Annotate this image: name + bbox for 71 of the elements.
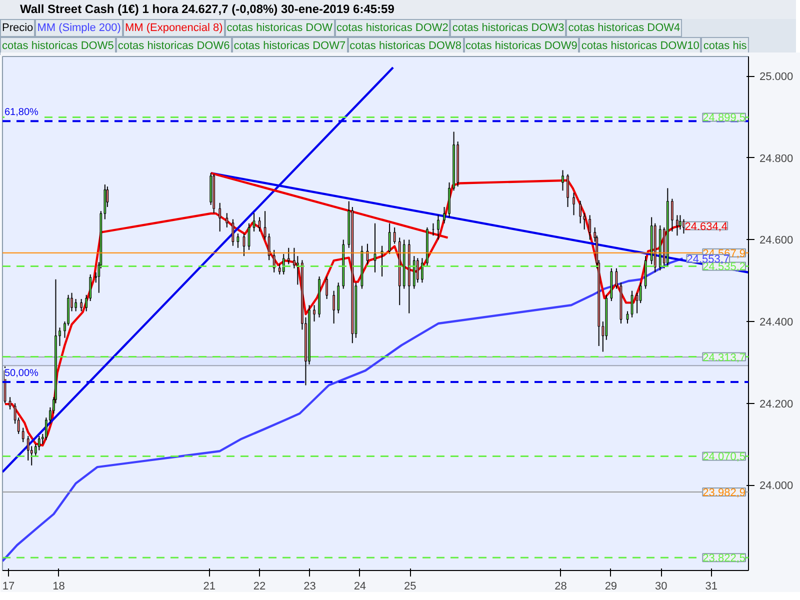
x-tick-label: 17 (2, 580, 15, 592)
candlestick (671, 198, 674, 232)
text: cotas historicas DOW9 (464, 37, 580, 56)
text: MM (Simple 200) (35, 19, 123, 38)
candlestick (332, 290, 335, 324)
candlestick (572, 192, 575, 216)
y-tick-label: 24.800 (760, 152, 794, 165)
x-tick-label: 18 (52, 580, 65, 592)
x-tick-label: 22 (253, 580, 266, 592)
y-tick-label: 24.600 (760, 234, 794, 247)
text: cotas historicas DOW6 (116, 37, 232, 56)
text: MM (Exponencial 8) (122, 19, 225, 38)
x-tick-label: 21 (203, 580, 216, 592)
candlestick (38, 435, 40, 451)
candlestick (676, 214, 678, 236)
candlestick (268, 233, 270, 261)
y-tick-label: 24.400 (760, 316, 794, 328)
candlestick (416, 258, 419, 284)
candlestick (388, 222, 391, 255)
candlestick (615, 268, 618, 290)
candlestick (313, 304, 316, 322)
x-tick-label: 28 (554, 580, 567, 592)
candlestick (74, 298, 77, 312)
candlestick (562, 170, 564, 192)
candlestick (296, 256, 299, 286)
candlestick (226, 212, 228, 228)
candlestick (679, 214, 682, 230)
candlestick (287, 247, 290, 265)
text: cotas historicas DOW4 (566, 19, 682, 38)
annotation: 24.634,4 (684, 220, 728, 233)
y-tick-label: 24.200 (760, 398, 794, 410)
x-tick-label: 25 (404, 580, 416, 592)
line-series (2, 257, 684, 562)
candlestick (437, 214, 440, 240)
text: cotas historicas DOW5 (0, 37, 116, 56)
candlestick (443, 206, 446, 224)
candlestick (393, 226, 396, 244)
text: cotas historicas DOW2 (334, 19, 450, 38)
candlestick (26, 435, 30, 462)
candlestick (421, 258, 424, 284)
x-tick-label: 29 (604, 580, 618, 592)
text: cotas historicas DOW3 (450, 19, 566, 38)
text: cotas historicas DOW7 (232, 37, 348, 56)
x-tick-label: 24 (354, 580, 366, 592)
candlestick (588, 214, 592, 240)
x-tick-label: 31 (705, 580, 718, 592)
x-tick-label: 23 (304, 580, 316, 592)
candlestick (639, 282, 642, 304)
candlestick (579, 200, 582, 224)
ref-line-label: 23.982,9 (702, 487, 746, 500)
candlestick (374, 222, 376, 273)
y-tick-label: 24.000 (760, 480, 794, 492)
candlestick (326, 276, 328, 300)
text: cotas historicas DOW (224, 19, 335, 38)
chart-title: Wall Street Cash (1€) 1 hora 24.627,7 (-0,08%) 30-ene-2019 6:45:59 (0, 0, 796, 20)
annotation: 61,80% (4, 107, 39, 118)
text: cotas his (701, 37, 749, 56)
text: cotas historicas DOW8 (348, 37, 464, 56)
candlestick (22, 427, 24, 443)
candlestick (566, 174, 569, 208)
candlestick (80, 298, 82, 312)
candlestick (282, 254, 285, 275)
text: Precio (0, 19, 36, 38)
y-tick-label: 25.000 (760, 71, 794, 84)
text: cotas historicas DOW10 (579, 37, 702, 56)
annotation: 50,00% (4, 368, 39, 379)
candlestick (272, 249, 276, 273)
candlestick (232, 218, 234, 246)
candlestick (218, 202, 222, 232)
candlestick (583, 212, 586, 230)
x-tick-label: 30 (655, 580, 668, 592)
